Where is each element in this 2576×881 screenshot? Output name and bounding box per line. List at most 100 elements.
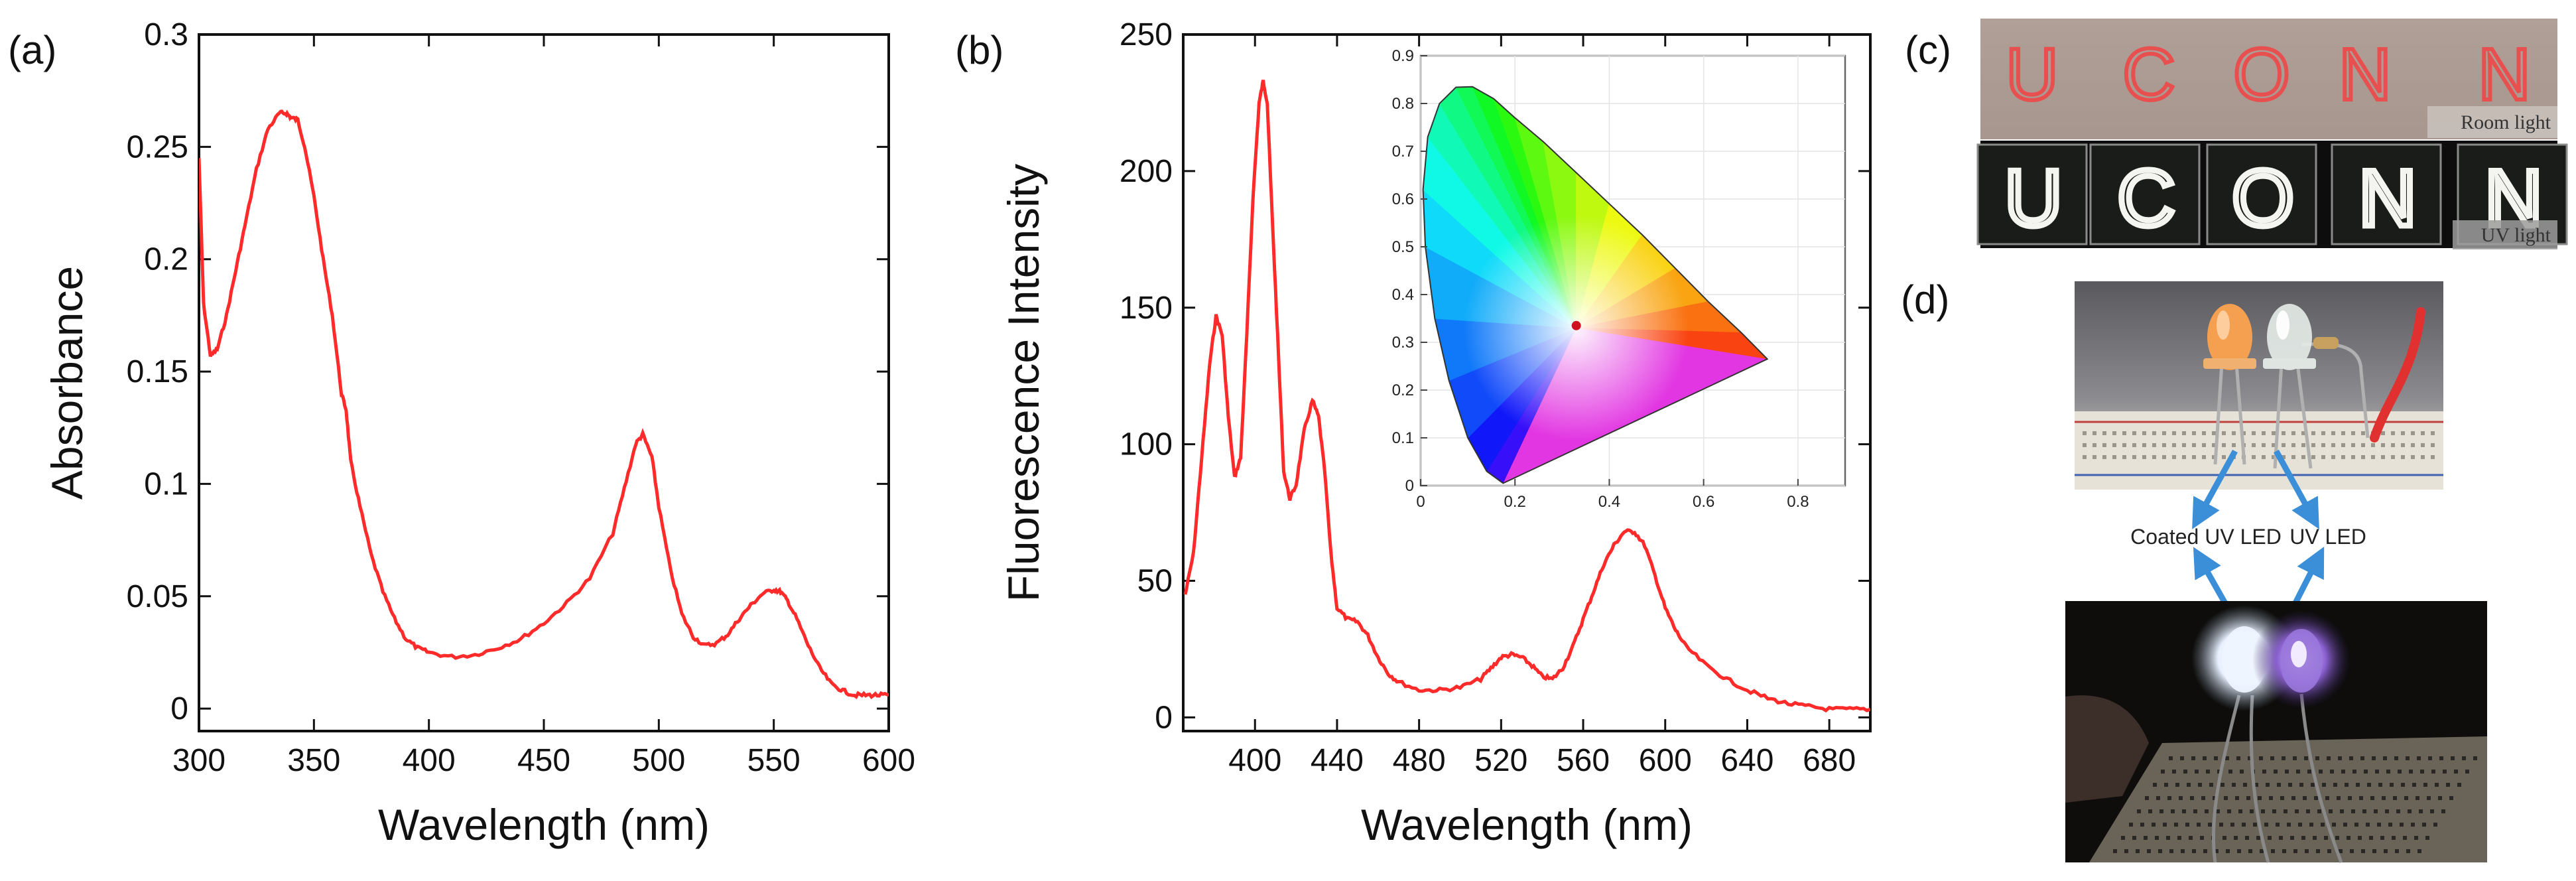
breadboard-hole [2202, 431, 2206, 435]
breadboard-hole [2259, 756, 2263, 760]
breadboard-hole [2262, 770, 2266, 774]
breadboard-hole [2419, 809, 2423, 813]
breadboard-hole [2401, 455, 2405, 459]
breadboard-hole [2193, 809, 2197, 813]
breadboard-hole [2381, 455, 2385, 459]
uv-light-tile [2206, 143, 2317, 245]
breadboard-hole [2136, 849, 2140, 853]
breadboard-hole [2391, 431, 2395, 435]
room-light-letter: N [2478, 34, 2530, 115]
uv-light-letter: U [2005, 154, 2063, 243]
breadboard-hole [2264, 823, 2268, 827]
breadboard-hole [2427, 796, 2431, 800]
breadboard-hole [2431, 431, 2435, 435]
breadboard-hole [2301, 836, 2305, 840]
breadboard-hole [2291, 455, 2295, 459]
breadboard-hole [2381, 431, 2385, 435]
breadboard-hole [2374, 809, 2378, 813]
breadboard-hole [2421, 455, 2425, 459]
breadboard-hole [2321, 443, 2325, 447]
breadboard-hole [2377, 823, 2381, 827]
breadboard-hole [2406, 849, 2410, 853]
breadboard-hole [2195, 770, 2199, 774]
breadboard-hole [2314, 796, 2318, 800]
breadboard-hole [2222, 443, 2226, 447]
breadboard-hole [2221, 783, 2224, 787]
breadboard-hole [2122, 443, 2126, 447]
breadboard-hole [2256, 836, 2260, 840]
breadboard-hole [2415, 796, 2419, 800]
breadboard-hole [2232, 783, 2236, 787]
breadboard-hole [2391, 455, 2395, 459]
breadboard-hole [2212, 431, 2216, 435]
uv-light-label-box [2453, 220, 2557, 249]
absorbance-x-tick-label: 550 [747, 743, 801, 778]
breadboard-hole [2317, 809, 2321, 813]
breadboard-hole [2288, 783, 2292, 787]
breadboard-hole [2266, 783, 2270, 787]
breadboard-hole [2093, 455, 2096, 459]
breadboard-hole [2253, 823, 2257, 827]
breadboard-hole [2280, 796, 2284, 800]
led-leg-clear-1 [2273, 363, 2284, 469]
breadboard-hole [2172, 455, 2176, 459]
breadboard-hole [2192, 443, 2196, 447]
fluorescence-y-tick-label: 50 [1137, 564, 1173, 599]
red-wire [2370, 307, 2425, 442]
breadboard-hole [2177, 836, 2181, 840]
cie-x-tick-label: 0.8 [1787, 493, 1809, 511]
breadboard-hole [2182, 443, 2186, 447]
breadboard-hole [2354, 823, 2358, 827]
breadboard-hole [2313, 836, 2317, 840]
cie-coordinate-point [1571, 320, 1581, 330]
breadboard-hole [2341, 443, 2345, 447]
breadboard-hole [2225, 756, 2229, 760]
breadboard-hole [2431, 443, 2435, 447]
breadboard-hole [2179, 796, 2183, 800]
breadboard-hole [2370, 796, 2374, 800]
breadboard-hole [2215, 849, 2219, 853]
absorbance-x-tick-label: 450 [517, 743, 570, 778]
breadboard-hole [2282, 756, 2286, 760]
panel-label-d: (d) [1901, 277, 1949, 322]
breadboard-hole [2391, 443, 2395, 447]
breadboard-hole [2246, 796, 2250, 800]
breadboard-hole [2276, 823, 2280, 827]
breadboard-hole [2182, 455, 2186, 459]
breadboard-hole [2102, 455, 2106, 459]
breadboard-hole [2296, 770, 2300, 774]
fluorescence-x-axis-label: Wavelength (nm) [1361, 800, 1693, 849]
cie-inset-chart: 0 0.1 0.2 0.3 0.4 0.5 0.6 0.7 0.8 0.9 0 0.2 0.4 0.6 0.… [1392, 47, 1846, 511]
breadboard-hole [2208, 823, 2212, 827]
room-light-letter: N [2339, 34, 2391, 115]
breadboard-hole [2112, 431, 2116, 435]
breadboard-hole [2252, 431, 2256, 435]
breadboard-hole [2388, 823, 2392, 827]
breadboard-hole [2367, 783, 2371, 787]
breadboard-hole [2250, 809, 2254, 813]
breadboard-hole [2227, 809, 2231, 813]
breadboard-hole [2431, 770, 2435, 774]
breadboard-hole [2242, 823, 2246, 827]
breadboard-hole [2414, 836, 2418, 840]
breadboard-hole [2417, 849, 2421, 853]
fluorescence-x-tick-label: 480 [1393, 743, 1446, 778]
breadboard-hole [2222, 431, 2226, 435]
breadboard-hole [2182, 809, 2186, 813]
breadboard-hole [2203, 849, 2207, 853]
breadboard-hole [2191, 756, 2195, 760]
breadboard-hole [2291, 796, 2295, 800]
breadboard-hole [2121, 836, 2125, 840]
breadboard-hole [2421, 431, 2425, 435]
breadboard-hole [2200, 836, 2204, 840]
breadboard-hole [2172, 431, 2176, 435]
breadboard-hole [2152, 443, 2156, 447]
breadboard-hole [2122, 455, 2126, 459]
breadboard-hole [2219, 823, 2223, 827]
breadboard-hole [2361, 431, 2365, 435]
breadboard-hole [2155, 836, 2159, 840]
absorbance-x-tick-label: 400 [403, 743, 456, 778]
breadboard-hole [2142, 443, 2146, 447]
absorbance-x-tick-label: 350 [287, 743, 340, 778]
breadboard-hole [2222, 455, 2226, 459]
